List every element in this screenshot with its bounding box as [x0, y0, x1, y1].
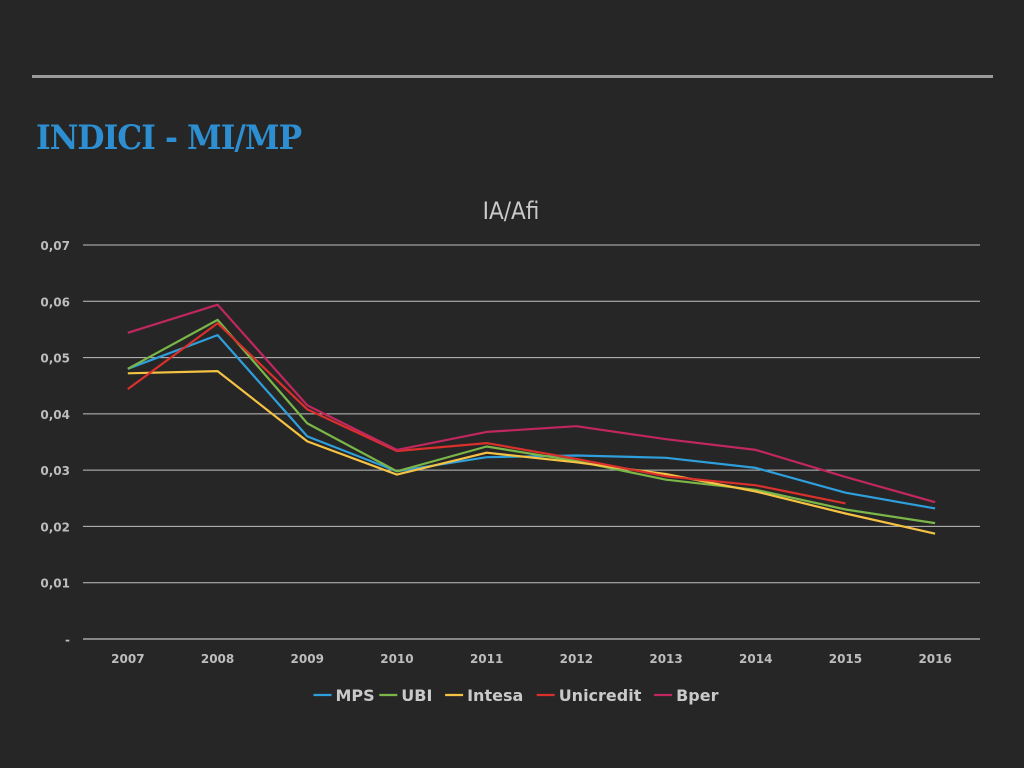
x-tick-label: 2008	[201, 652, 234, 666]
x-tick-label: 2015	[829, 652, 862, 666]
y-tick-label: 0,04	[40, 408, 70, 422]
x-tick-label: 2010	[380, 652, 413, 666]
legend-label: Intesa	[467, 686, 523, 705]
legend-label: MPS	[336, 686, 375, 705]
legend-label: Bper	[676, 686, 719, 705]
x-axis-ticks: 2007 2008 2009 2010 2011 2012 2013 2014 2015 2016	[111, 652, 952, 666]
slide-title: INDICI - MI/MP	[36, 118, 302, 158]
x-tick-label: 2014	[739, 652, 772, 666]
series-line-mps	[127, 334, 936, 510]
y-tick-label: -	[65, 633, 70, 647]
x-tick-label: 2016	[918, 652, 951, 666]
legend: MPS UBI Intesa Unicredit Bper	[313, 686, 719, 705]
x-tick-label: 2012	[560, 652, 593, 666]
legend-label: Unicredit	[559, 686, 642, 705]
y-tick-label: 0,06	[40, 295, 70, 309]
chart-title: IA/Afi	[483, 197, 540, 225]
series-line-intesa	[127, 370, 936, 535]
series-line-ubi	[127, 318, 936, 525]
x-tick-label: 2009	[291, 652, 324, 666]
y-tick-label: 0,03	[40, 464, 70, 478]
x-tick-label: 2013	[649, 652, 682, 666]
y-axis-ticks: - 0,01 0,02 0,03 0,04 0,05 0,06 0,07	[40, 239, 70, 647]
x-tick-label: 2011	[470, 652, 503, 666]
y-tick-label: 0,05	[40, 352, 70, 366]
legend-item-mps: MPS	[313, 686, 375, 705]
series-lines	[127, 303, 936, 535]
y-tick-label: 0,02	[40, 520, 70, 534]
y-tick-label: 0,07	[40, 239, 70, 253]
y-tick-label: 0,01	[40, 577, 70, 591]
legend-item-bper: Bper	[654, 686, 719, 705]
legend-label: UBI	[401, 686, 432, 705]
legend-item-intesa: Intesa	[445, 686, 523, 705]
grid-lines	[83, 244, 980, 640]
legend-item-unicredit: Unicredit	[536, 686, 642, 705]
x-tick-label: 2007	[111, 652, 144, 666]
top-divider	[32, 75, 993, 78]
series-line-bper	[127, 303, 936, 504]
legend-item-ubi: UBI	[379, 686, 432, 705]
series-line-unicredit	[127, 322, 846, 505]
